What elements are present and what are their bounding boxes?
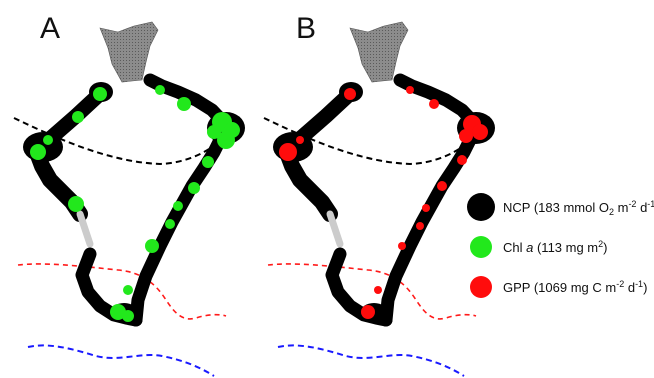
- blue-front-b: [277, 344, 465, 377]
- ncp-label: NCP (183 mmol O2 m-2 d-1): [503, 199, 654, 217]
- panel-b: B: [263, 12, 495, 377]
- gpp-label: GPP (1069 mg C m-2 d-1): [503, 279, 647, 295]
- survey-track-a: [23, 80, 245, 323]
- blue-front-a: [27, 344, 215, 377]
- survey-track-b: [273, 80, 495, 323]
- red-front-b: [267, 263, 477, 320]
- black-front-b: [263, 117, 473, 166]
- chl-a-label: Chl a (113 mg m2): [503, 239, 608, 255]
- black-front-a: [13, 117, 223, 166]
- red-front-a: [17, 263, 227, 320]
- legend-item-ncp: NCP (183 mmol O2 m-2 d-1): [467, 193, 654, 221]
- chl-a-swatch: [470, 236, 492, 258]
- legend-item-chl-a: Chl a (113 mg m2): [470, 236, 608, 258]
- panel-b-label: B: [296, 12, 316, 45]
- panel-a: A: [13, 12, 245, 377]
- legend-item-gpp: GPP (1069 mg C m-2 d-1): [470, 276, 647, 298]
- panel-a-label: A: [40, 12, 60, 45]
- land-mass-b: [349, 21, 409, 83]
- gpp-swatch: [470, 276, 492, 298]
- ncp-swatch: [467, 193, 495, 221]
- gpp-markers: [279, 86, 488, 319]
- chl-a-markers: [30, 85, 240, 322]
- legend: NCP (183 mmol O2 m-2 d-1) Chl a (113 mg …: [467, 193, 654, 298]
- land-mass-a: [99, 21, 159, 83]
